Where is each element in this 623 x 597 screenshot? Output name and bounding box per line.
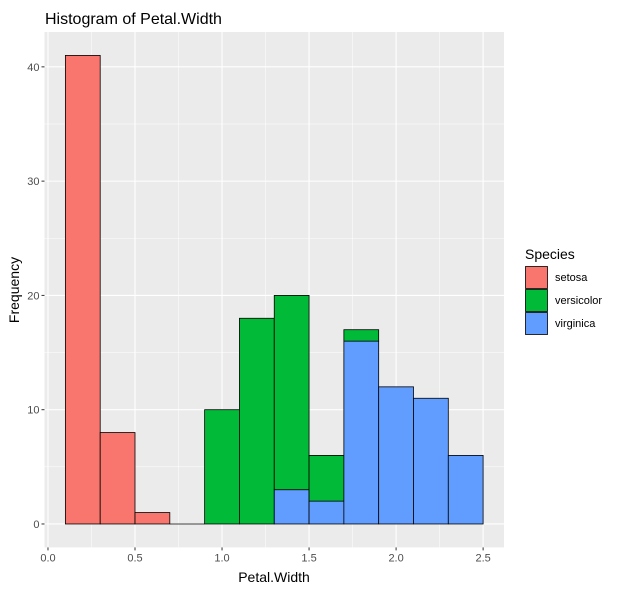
bar-versicolor	[308, 455, 345, 502]
y-tick-label: 20	[27, 290, 39, 302]
legend-key-versicolor	[525, 289, 548, 312]
legend-label-versicolor: versicolor	[555, 295, 602, 307]
bar-setosa	[99, 432, 136, 525]
legend-title: Species	[525, 246, 575, 262]
legend-label-setosa: setosa	[555, 272, 588, 284]
chart-title: Histogram of Petal.Width	[45, 11, 222, 28]
x-tick-label: 2.5	[475, 552, 490, 564]
bar-virginica	[343, 340, 380, 525]
y-tick-label: 10	[27, 405, 39, 417]
y-axis-label: Frequency	[6, 257, 22, 323]
x-tick-label: 1.5	[301, 552, 316, 564]
bar-virginica	[413, 397, 449, 525]
y-tick-label: 40	[27, 62, 39, 74]
bar-versicolor	[204, 409, 240, 525]
bar-versicolor	[239, 317, 275, 525]
bar-virginica	[378, 386, 414, 525]
x-tick-label: 2.0	[388, 552, 403, 564]
y-tick-label: 0	[33, 519, 39, 531]
bar-versicolor	[343, 329, 380, 342]
legend-key-virginica	[525, 312, 548, 335]
bar-virginica	[273, 489, 310, 525]
legend-label-virginica: virginica	[555, 318, 596, 330]
bar-setosa	[64, 55, 101, 525]
bar-virginica	[308, 500, 345, 525]
x-axis-label: Petal.Width	[238, 569, 310, 585]
y-tick-label: 30	[27, 176, 39, 188]
legend: Species setosa versicolor virginica	[525, 246, 602, 335]
bar-versicolor	[273, 295, 310, 491]
x-tick-label: 0.5	[127, 552, 142, 564]
x-tick-label: 0.0	[40, 552, 55, 564]
x-tick-label: 1.0	[214, 552, 229, 564]
legend-key-setosa	[525, 266, 548, 289]
bar-virginica	[447, 455, 484, 525]
axes: 0.0 0.5 1.0 1.5 2.0 2.5 0 10 20 30 40	[27, 62, 491, 565]
bar-setosa	[134, 512, 171, 525]
bars	[64, 55, 484, 525]
